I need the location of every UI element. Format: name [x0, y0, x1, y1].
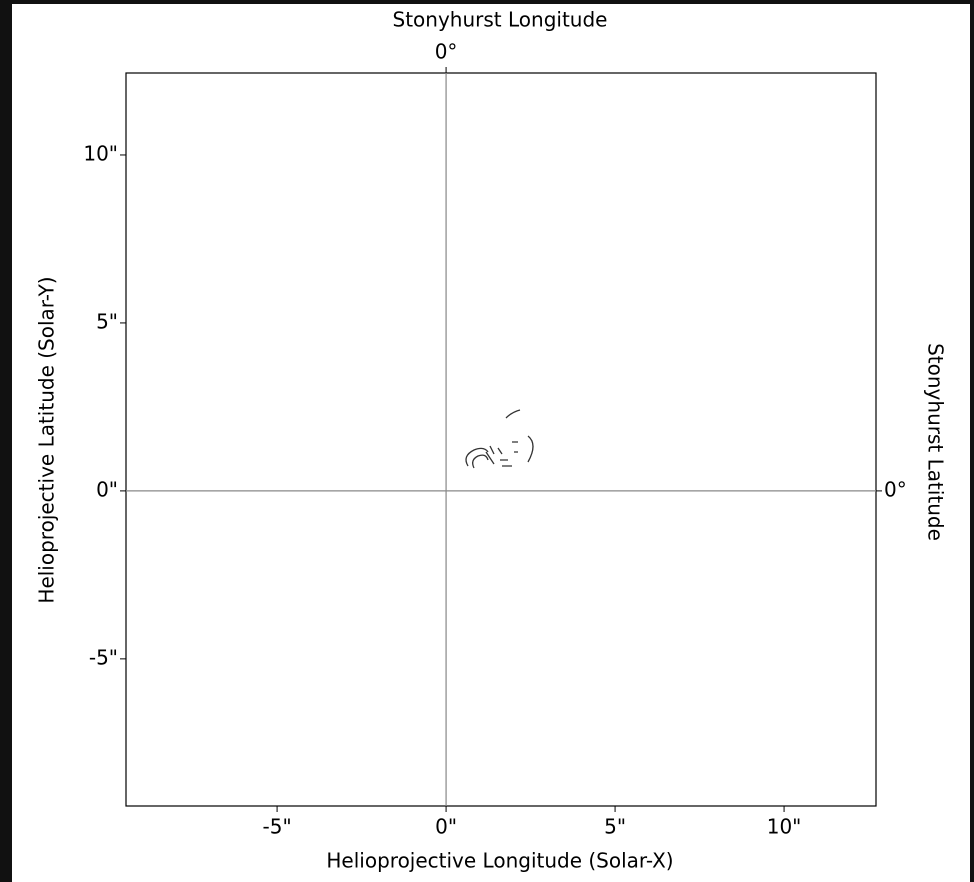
- x-axis-label: Helioprojective Longitude (Solar-X): [326, 849, 673, 873]
- top-axis-label: Stonyhurst Longitude: [393, 8, 608, 32]
- contour: [505, 409, 521, 419]
- x-tick-label: 0": [435, 815, 457, 839]
- right-axis-label: Stonyhurst Latitude: [924, 343, 948, 541]
- top-tick-label: 0°: [435, 40, 458, 64]
- contour: [465, 447, 489, 467]
- contour: [500, 441, 518, 467]
- right-tick-label: 0°: [884, 477, 907, 501]
- contour: [527, 435, 534, 463]
- plot-frame: [125, 72, 877, 807]
- y-axis-label: Helioprojective Latitude (Solar-Y): [35, 276, 59, 603]
- contours: [465, 409, 534, 469]
- x-tick-label: -5": [263, 815, 292, 839]
- x-tick-label: 5": [604, 815, 626, 839]
- y-tick-label: 5": [96, 309, 118, 333]
- y-tick-label: 10": [83, 141, 118, 165]
- contour: [485, 445, 503, 465]
- contour: [472, 454, 489, 469]
- y-tick-label: -5": [89, 645, 118, 669]
- y-tick-label: 0": [96, 477, 118, 501]
- x-tick-label: 10": [767, 815, 802, 839]
